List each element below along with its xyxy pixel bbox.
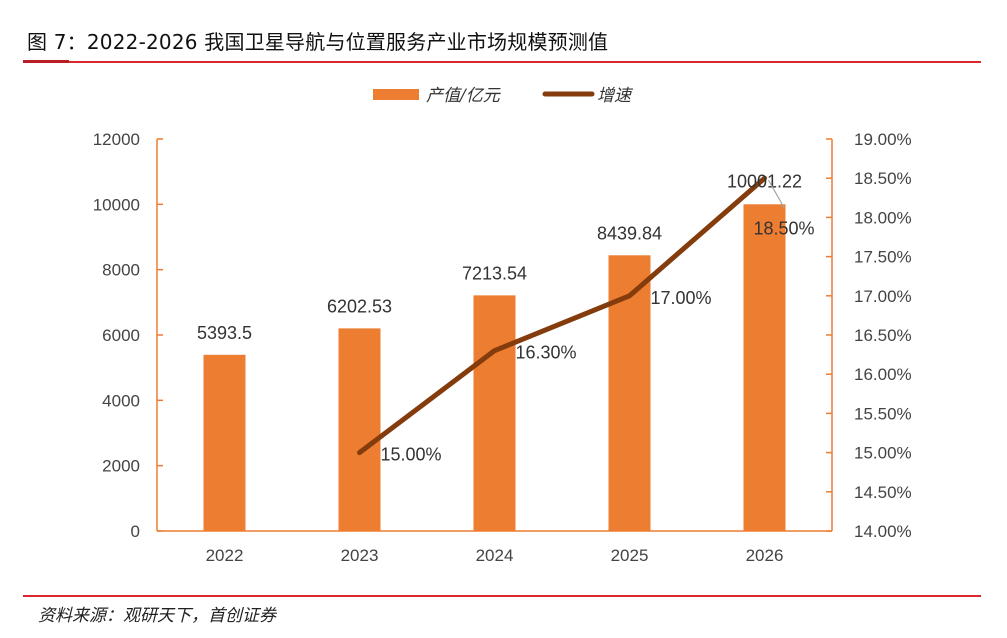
bar-value-label: 5393.5 [197, 323, 252, 343]
y-right-tick-label: 17.00% [854, 287, 912, 306]
legend-label-bar: 产值/亿元 [426, 86, 502, 106]
y-left-tick-label: 10000 [93, 195, 140, 214]
y-right-tick-label: 16.50% [854, 326, 912, 345]
bar-value-label: 6202.53 [327, 296, 392, 316]
source-note: 资料来源：观研天下，首创证券 [38, 606, 276, 626]
growth-value-label: 16.30% [516, 343, 577, 363]
title-divider-accent [23, 60, 69, 63]
x-tick-label: 2022 [206, 546, 244, 565]
y-right-tick-label: 19.00% [854, 130, 912, 149]
footer-divider [23, 595, 981, 597]
bar-value-label: 10001.22 [727, 171, 802, 191]
y-left-tick-label: 4000 [102, 391, 140, 410]
x-tick-label: 2026 [746, 546, 784, 565]
y-left-tick-label: 6000 [102, 326, 140, 345]
y-right-tick-label: 14.00% [854, 522, 912, 541]
bar-2026 [743, 204, 786, 531]
y-right-tick-label: 15.00% [854, 444, 912, 463]
y-right-tick-label: 17.50% [854, 248, 912, 267]
bar-2024 [473, 295, 516, 531]
x-tick-label: 2025 [611, 546, 649, 565]
y-right-tick-label: 18.00% [854, 208, 912, 227]
data-labels: 5393.5 6202.53 7213.54 8439.84 10001.22 15.00… [197, 171, 815, 464]
bar-2023 [338, 328, 381, 531]
growth-line [357, 175, 767, 456]
figure-title: 图 7：2022-2026 我国卫星导航与位置服务产业市场规模预测值 [27, 30, 609, 54]
legend: 产值/亿元 增速 [373, 86, 634, 106]
y-left-tick-label: 2000 [102, 457, 140, 476]
y-right-tick-label: 16.00% [854, 365, 912, 384]
bar-2022 [203, 354, 246, 531]
label-leader-line [767, 179, 786, 209]
y-right-tick-label: 18.50% [854, 169, 912, 188]
bar-value-label: 7213.54 [462, 263, 527, 283]
y-right-tick-label: 15.50% [854, 404, 912, 423]
y-right-tick-label: 14.50% [854, 483, 912, 502]
title-divider [23, 61, 981, 63]
growth-value-label: 15.00% [381, 445, 442, 465]
legend-label-line: 增速 [597, 86, 634, 106]
axes: 0 2000 4000 6000 8000 10000 12000 14.00% 14.50% 1… [93, 130, 912, 565]
growth-value-label: 17.00% [651, 288, 712, 308]
y-left-tick-label: 12000 [93, 130, 140, 149]
growth-value-label: 18.50% [754, 218, 815, 238]
x-tick-label: 2024 [476, 546, 514, 565]
bar-series [203, 204, 786, 531]
bar-value-label: 8439.84 [597, 223, 662, 243]
legend-swatch-bar [373, 89, 419, 100]
line-series [357, 175, 767, 456]
x-tick-label: 2023 [341, 546, 379, 565]
y-left-tick-label: 8000 [102, 261, 140, 280]
y-left-tick-label: 0 [131, 522, 140, 541]
